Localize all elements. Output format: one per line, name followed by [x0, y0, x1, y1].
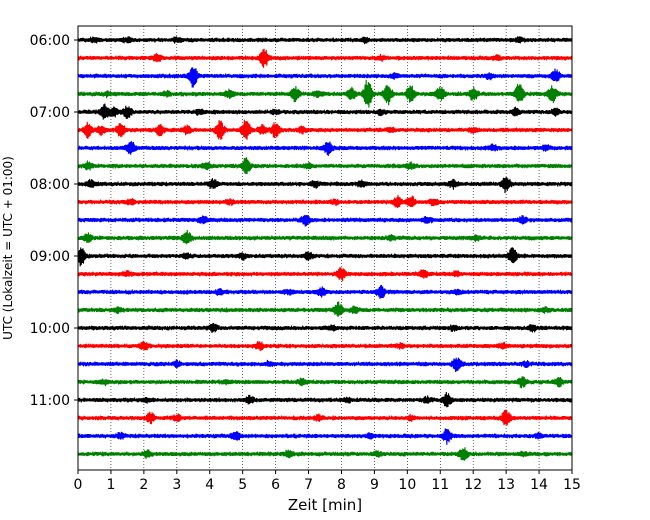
x-tick-label-9: 9	[370, 477, 379, 493]
trace-0830	[77, 214, 573, 227]
x-tick-label-14: 14	[530, 477, 548, 493]
y-axis-ticks: 06:00 07:00 08:00 09:00 10:00 11:00	[30, 33, 78, 409]
x-tick-label-0: 0	[74, 477, 83, 493]
trace-0900	[77, 247, 573, 267]
y-axis-label: UTC (Lokalzeit = UTC + 01:00)	[1, 156, 15, 340]
plot-background	[78, 26, 572, 470]
trace-0715	[77, 119, 573, 140]
x-tick-label-4: 4	[205, 477, 214, 493]
x-axis-ticks: 0 1 2 3 4 5 6 7 8 9 10 11 12 13 14 15	[74, 470, 581, 493]
x-tick-label-11: 11	[431, 477, 449, 493]
trace-0745	[77, 157, 573, 175]
x-tick-label-2: 2	[139, 477, 148, 493]
y-tick-label-1: 07:00	[30, 105, 70, 121]
trace-0730	[77, 140, 573, 157]
trace-1015	[77, 340, 573, 352]
trace-0645	[77, 79, 573, 108]
trace-0930	[77, 285, 573, 299]
trace-0600	[77, 36, 573, 45]
x-tick-label-6: 6	[271, 477, 280, 493]
trace-0815	[77, 194, 573, 209]
x-tick-label-5: 5	[238, 477, 247, 493]
x-axis-label: Zeit [min]	[288, 496, 362, 514]
trace-1030	[77, 357, 573, 373]
x-tick-label-10: 10	[398, 477, 416, 493]
seismic-traces	[77, 36, 573, 461]
x-tick-label-7: 7	[304, 477, 313, 493]
y-tick-label-4: 10:00	[30, 321, 70, 337]
trace-1000	[77, 322, 573, 333]
plot-frame	[77, 25, 573, 471]
grid-lines	[110, 26, 540, 470]
x-tick-label-15: 15	[563, 477, 581, 493]
x-tick-label-1: 1	[106, 477, 115, 493]
trace-0845	[77, 230, 573, 245]
x-tick-label-3: 3	[172, 477, 181, 493]
x-tick-label-8: 8	[337, 477, 346, 493]
y-tick-label-0: 06:00	[30, 33, 70, 49]
trace-0945	[77, 301, 573, 317]
trace-1145	[77, 447, 573, 461]
y-tick-label-3: 09:00	[30, 249, 70, 265]
trace-0800	[77, 177, 573, 194]
trace-1045	[77, 376, 573, 389]
trace-0915	[77, 267, 573, 282]
trace-1130	[77, 428, 573, 445]
trace-0700	[77, 103, 573, 120]
y-tick-label-5: 11:00	[30, 393, 70, 409]
y-tick-label-2: 08:00	[30, 177, 70, 193]
x-tick-label-12: 12	[464, 477, 482, 493]
trace-0615	[77, 48, 573, 68]
trace-1100	[77, 391, 573, 408]
x-tick-label-13: 13	[497, 477, 515, 493]
trace-1115	[77, 409, 573, 426]
trace-0630	[77, 67, 573, 88]
